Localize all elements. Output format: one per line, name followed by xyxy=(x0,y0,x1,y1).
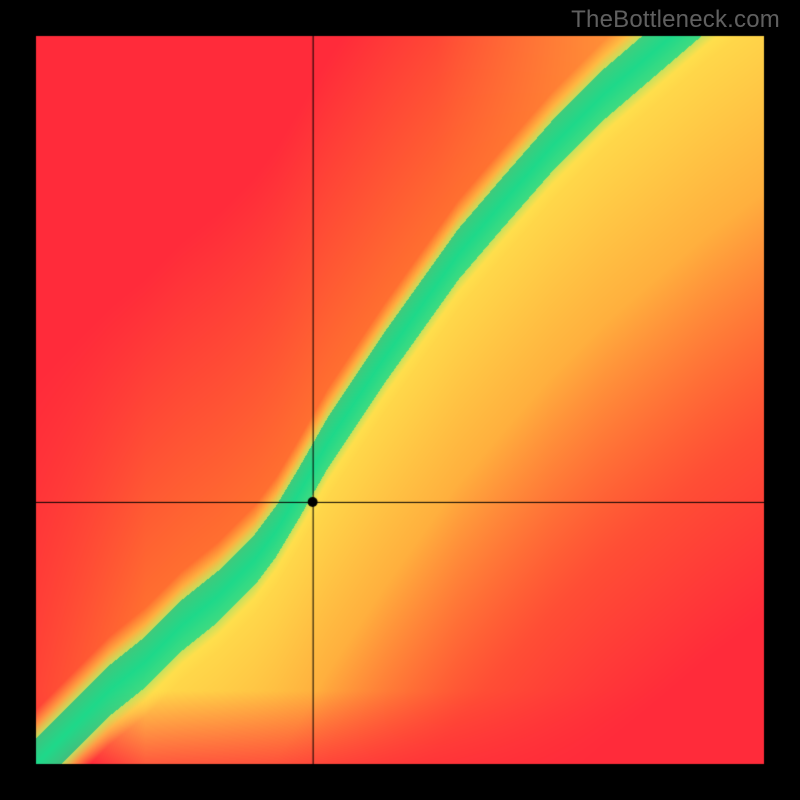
chart-container: TheBottleneck.com xyxy=(0,0,800,800)
bottleneck-heatmap xyxy=(0,0,800,800)
watermark-text: TheBottleneck.com xyxy=(571,6,780,34)
